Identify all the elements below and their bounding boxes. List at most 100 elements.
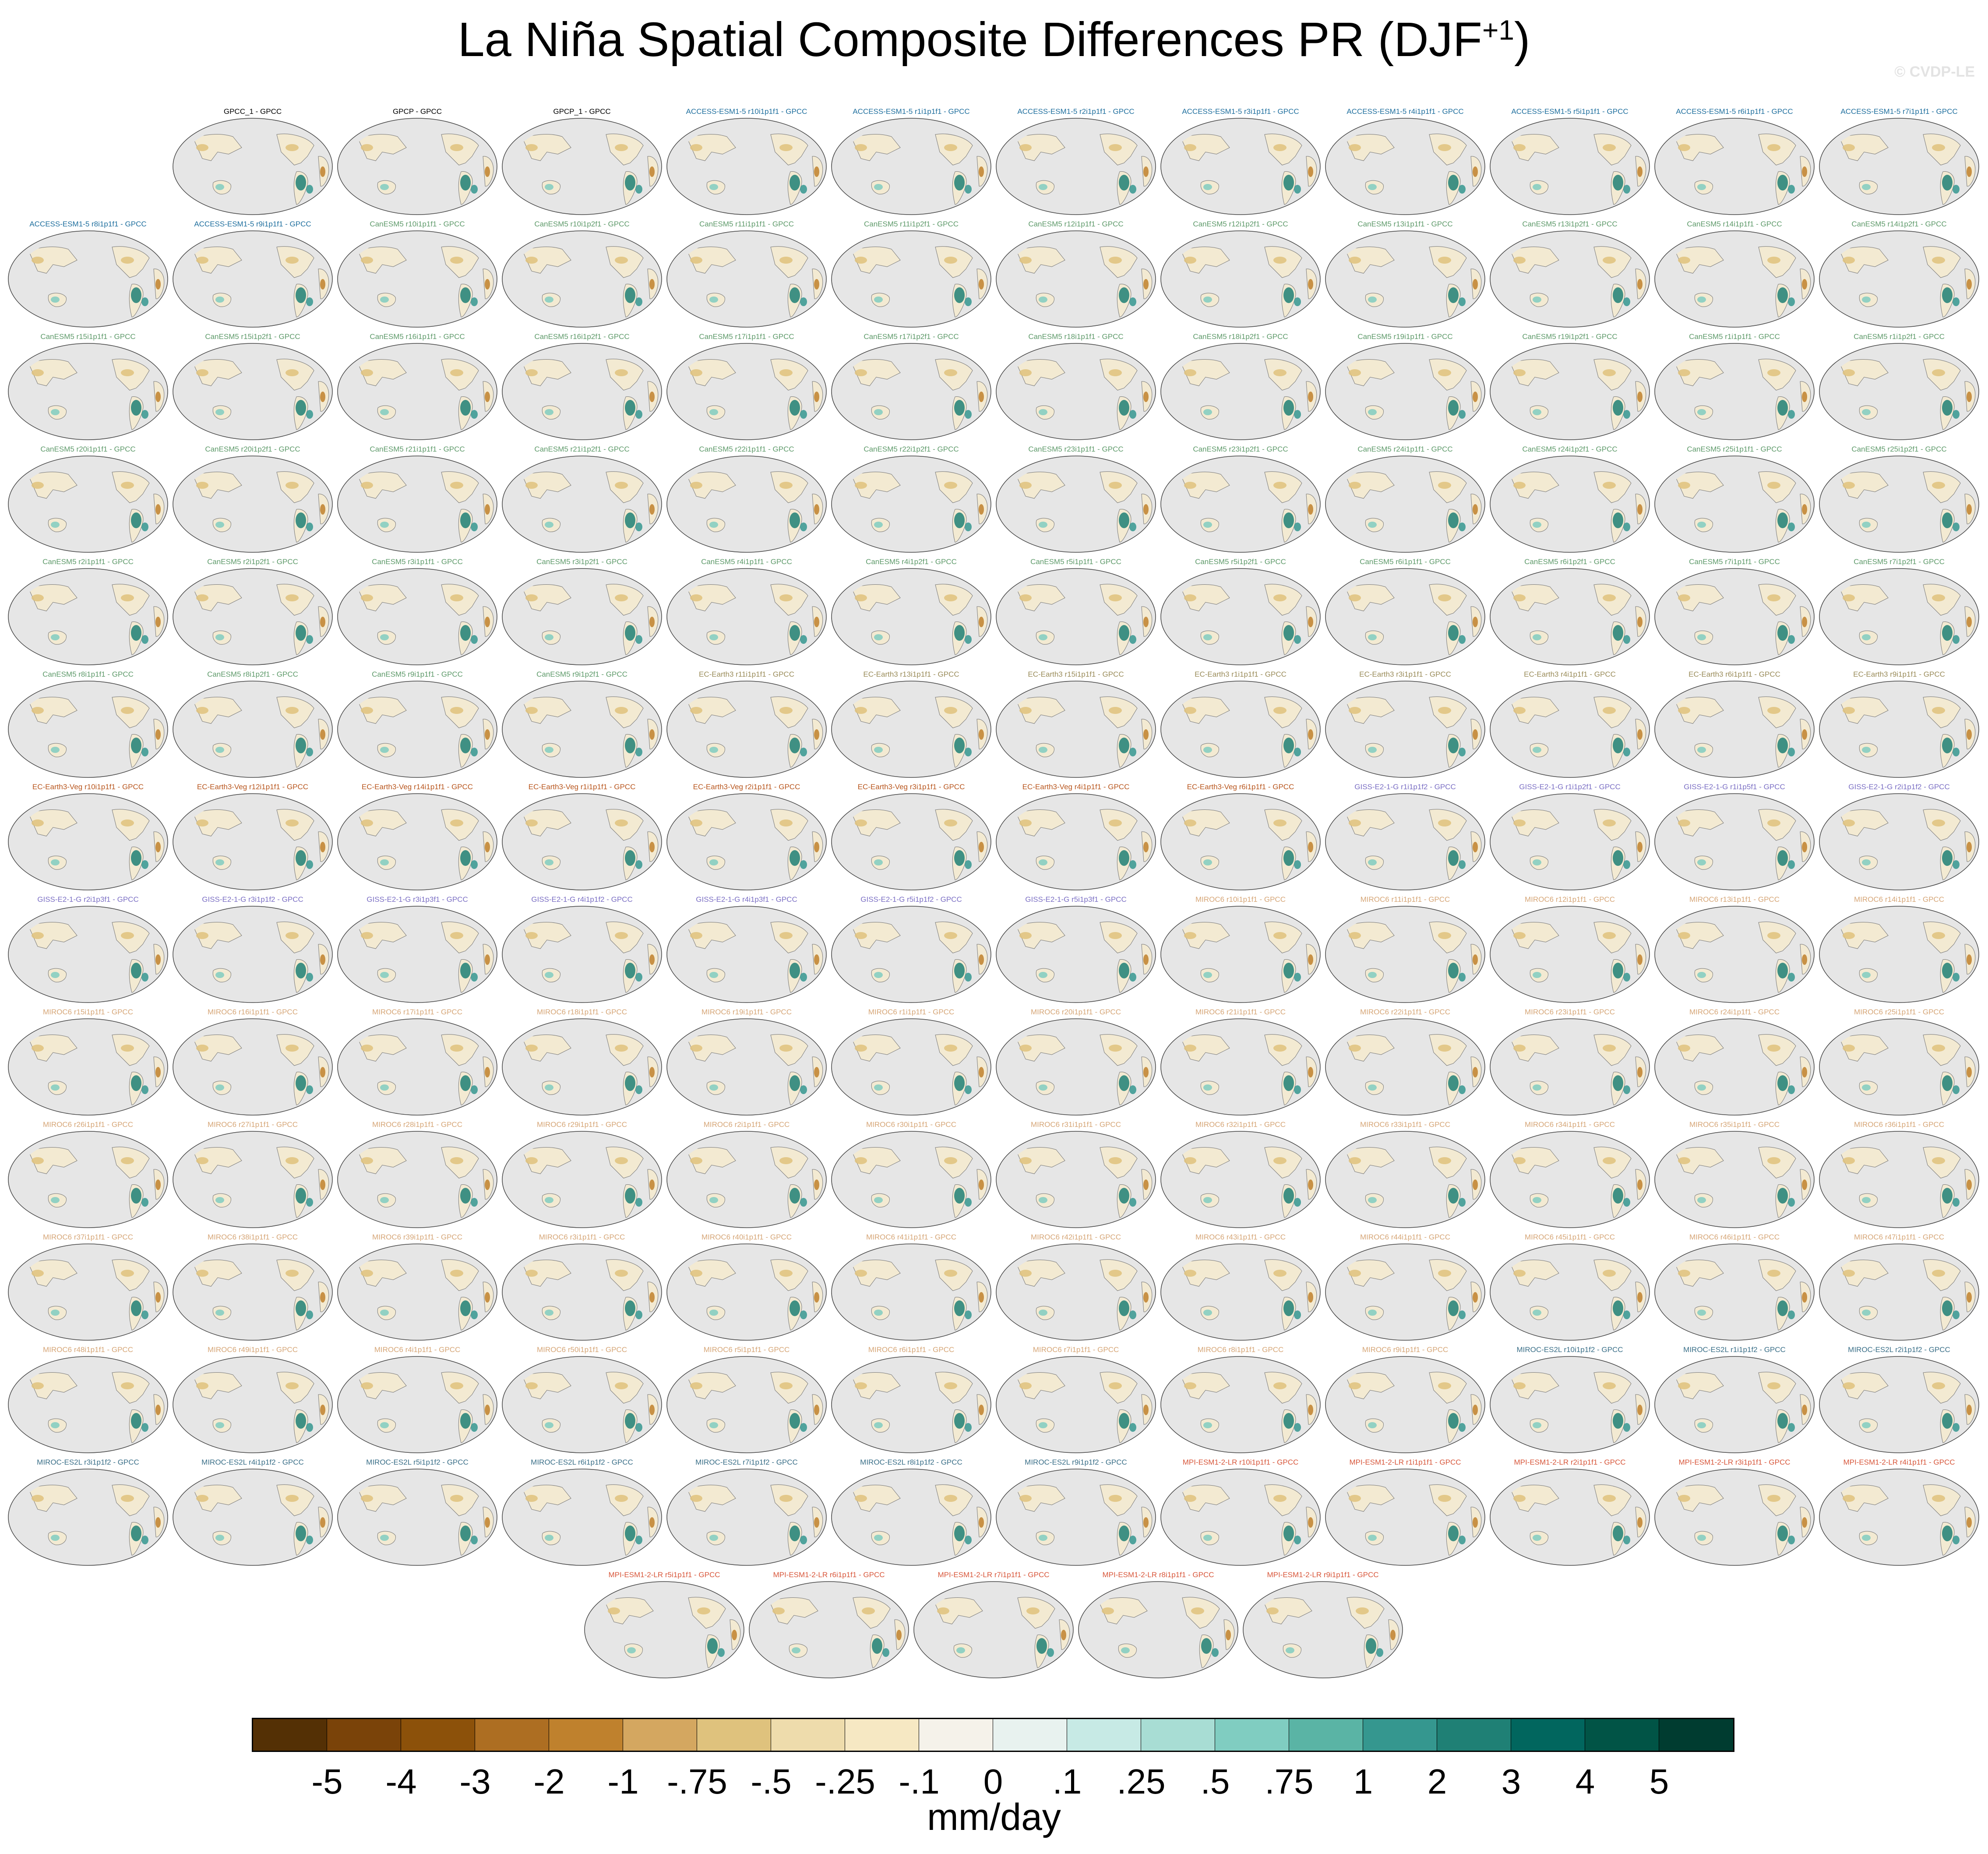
world-map <box>831 118 991 215</box>
map-ocean <box>996 118 1156 215</box>
anomaly-patch <box>1513 482 1526 489</box>
anomaly-patch <box>1603 257 1616 264</box>
anomaly-patch <box>1294 185 1301 194</box>
anomaly-patch <box>155 279 161 290</box>
colorbar-tick-label: 2 <box>1427 1762 1447 1801</box>
anomaly-patch <box>306 1536 313 1544</box>
map-panel: GPCC_1 - GPCC <box>172 107 334 217</box>
anomaly-patch <box>1448 625 1459 641</box>
anomaly-patch <box>1953 860 1960 869</box>
world-map <box>1819 1243 1979 1341</box>
anomaly-patch <box>625 175 635 191</box>
anomaly-patch <box>1184 594 1196 601</box>
map-panel: MPI-ESM1-2-LR r7i1p1f1 - GPCC <box>913 1571 1075 1680</box>
world-map <box>996 1131 1156 1228</box>
anomaly-patch <box>690 932 702 939</box>
anomaly-patch <box>944 1495 957 1502</box>
anomaly-patch <box>1036 1638 1047 1654</box>
map-ocean <box>337 681 497 778</box>
map-ocean <box>1654 568 1815 665</box>
map-panel: CanESM5 r23i1p1f1 - GPCC <box>995 445 1157 554</box>
anomaly-patch <box>32 1045 44 1052</box>
anomaly-patch <box>1533 1310 1541 1316</box>
anomaly-patch <box>1862 634 1871 640</box>
anomaly-patch <box>155 954 161 965</box>
anomaly-patch <box>1678 1157 1690 1164</box>
world-map <box>1325 1243 1485 1341</box>
anomaly-patch <box>979 1179 984 1190</box>
anomaly-patch <box>380 409 389 415</box>
anomaly-patch <box>1129 297 1136 306</box>
anomaly-patch <box>1777 625 1788 641</box>
anomaly-patch <box>121 482 134 489</box>
world-map <box>831 1018 991 1116</box>
anomaly-patch <box>855 707 867 714</box>
anomaly-patch <box>471 1536 478 1544</box>
map-panel-label: CanESM5 r11i1p1f1 - GPCC <box>699 220 794 228</box>
world-map <box>502 1243 662 1341</box>
map-panel-label: GISS-E2-1-G r3i1p3f1 - GPCC <box>367 895 468 904</box>
anomaly-patch <box>286 144 299 151</box>
anomaly-patch <box>306 297 313 306</box>
anomaly-patch <box>361 1382 373 1389</box>
map-panel-label: MIROC6 r15i1p1f1 - GPCC <box>43 1008 133 1016</box>
anomaly-patch <box>1349 482 1361 489</box>
world-map <box>337 1356 497 1453</box>
map-panel: CanESM5 r17i1p2f1 - GPCC <box>830 332 992 442</box>
anomaly-patch <box>131 963 141 978</box>
world-map <box>1325 681 1485 778</box>
anomaly-patch <box>286 1495 299 1502</box>
world-map <box>1819 568 1979 665</box>
anomaly-patch <box>1473 504 1478 515</box>
anomaly-patch <box>1767 1495 1780 1502</box>
figure-title-superscript: +1 <box>1482 14 1514 46</box>
anomaly-patch <box>814 279 819 290</box>
anomaly-patch <box>707 1638 718 1654</box>
colorbar-tick-label: -.1 <box>899 1762 940 1801</box>
anomaly-patch <box>1283 738 1294 753</box>
map-panel-label: GISS-E2-1-G r3i1p1f2 - GPCC <box>202 895 303 904</box>
anomaly-patch <box>1788 1423 1795 1432</box>
world-map <box>1160 906 1321 1003</box>
colorbar-tick-label: -1 <box>607 1762 639 1801</box>
map-panel-label: MIROC-ES2L r10i1p1f2 - GPCC <box>1516 1345 1623 1354</box>
anomaly-patch <box>1788 185 1795 194</box>
world-map <box>1490 1243 1650 1341</box>
map-panel: EC-Earth3-Veg r14i1p1f1 - GPCC <box>336 783 498 892</box>
map-panel-label: MPI-ESM1-2-LR r2i1p1f1 - GPCC <box>1514 1458 1626 1466</box>
anomaly-patch <box>1953 1423 1960 1432</box>
anomaly-patch <box>1203 522 1212 528</box>
map-panel-label: MIROC-ES2L r9i1p1f2 - GPCC <box>1025 1458 1127 1466</box>
map-panel: MIROC6 r50i1p1f1 - GPCC <box>501 1345 663 1455</box>
map-panel: MIROC6 r34i1p1f1 - GPCC <box>1489 1120 1651 1230</box>
map-panel: GISS-E2-1-G r2i1p3f1 - GPCC <box>7 895 169 1005</box>
map-ocean <box>1325 906 1485 1003</box>
anomaly-patch <box>814 1067 819 1077</box>
anomaly-patch <box>460 512 471 528</box>
world-map <box>1654 118 1815 215</box>
map-panel: MIROC6 r12i1p1f1 - GPCC <box>1489 895 1651 1005</box>
anomaly-patch <box>956 1647 965 1653</box>
map-panel-label: GISS-E2-1-G r5i1p1f2 - GPCC <box>860 895 962 904</box>
anomaly-patch <box>979 279 984 290</box>
world-map <box>173 906 333 1003</box>
map-panel: GISS-E2-1-G r5i1p3f1 - GPCC <box>995 895 1157 1005</box>
anomaly-patch <box>361 369 373 376</box>
anomaly-patch <box>1459 523 1466 531</box>
anomaly-patch <box>1473 1517 1478 1528</box>
map-panel-label: GISS-E2-1-G r4i1p1f2 - GPCC <box>531 895 633 904</box>
anomaly-patch <box>1637 279 1643 290</box>
world-map <box>502 456 662 553</box>
anomaly-patch <box>627 1647 636 1653</box>
map-ocean <box>8 681 168 778</box>
world-map <box>1160 1243 1321 1341</box>
colorbar-swatch <box>1437 1719 1511 1751</box>
anomaly-patch <box>1473 1067 1478 1077</box>
world-map <box>8 343 168 440</box>
anomaly-patch <box>1184 482 1196 489</box>
world-map <box>1819 456 1979 553</box>
map-panel: EC-Earth3-Veg r4i1p1f1 - GPCC <box>995 783 1157 892</box>
anomaly-patch <box>1953 973 1960 982</box>
map-panel: CanESM5 r7i1p2f1 - GPCC <box>1818 558 1980 667</box>
map-ocean <box>173 906 333 1003</box>
